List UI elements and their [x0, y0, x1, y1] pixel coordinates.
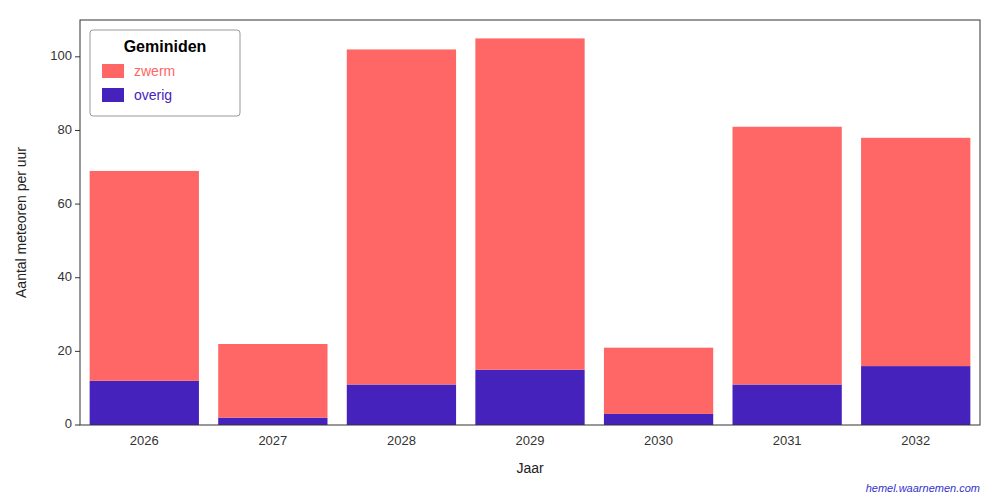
- y-tick: [75, 425, 80, 426]
- y-tick: [75, 130, 80, 131]
- y-tick-label: 60: [58, 196, 72, 211]
- x-tick-label: 2027: [258, 433, 287, 448]
- x-tick-label: 2029: [516, 433, 545, 448]
- bar: [475, 370, 584, 425]
- bar: [604, 414, 713, 425]
- bar: [90, 171, 199, 381]
- legend-label: overig: [134, 87, 172, 103]
- y-axis: 0 20 40 60 80 100: [50, 48, 80, 431]
- legend: Geminiden zwerm overig: [90, 30, 240, 116]
- y-tick-label: 40: [58, 269, 72, 284]
- bar: [218, 418, 327, 425]
- x-tick-label: 2026: [130, 433, 159, 448]
- y-axis-label: Aantal meteoren per uur: [13, 147, 29, 298]
- bar: [733, 385, 842, 426]
- bar: [861, 366, 970, 425]
- bar: [90, 381, 199, 425]
- y-tick-label: 20: [58, 343, 72, 358]
- bar: [475, 38, 584, 369]
- watermark: hemel.waarnemen.com: [866, 482, 980, 494]
- x-tick-label: 2030: [644, 433, 673, 448]
- plot-frame: [80, 20, 980, 425]
- chart-svg: 0 20 40 60 80 100 2026 2027 2028 2029 2030 2031 2032…: [0, 0, 1000, 500]
- x-axis: 2026 2027 2028 2029 2030 2031 2032: [130, 433, 930, 448]
- x-tick-label: 2031: [773, 433, 802, 448]
- bar: [347, 49, 456, 384]
- x-tick-label: 2028: [387, 433, 416, 448]
- legend-box: [90, 30, 240, 116]
- legend-swatch: [102, 88, 124, 102]
- y-tick-label: 100: [50, 48, 72, 63]
- y-tick-label: 80: [58, 122, 72, 137]
- bar: [733, 127, 842, 385]
- bar: [218, 344, 327, 418]
- y-tick: [75, 351, 80, 352]
- y-tick: [75, 56, 80, 57]
- legend-label: zwerm: [134, 63, 175, 79]
- bar: [861, 138, 970, 366]
- page: {"chart_data": { "type": "bar", "title":…: [0, 0, 1000, 500]
- x-tick-label: 2032: [901, 433, 930, 448]
- x-axis-label: Jaar: [516, 460, 544, 476]
- y-tick: [75, 277, 80, 278]
- bar: [347, 385, 456, 426]
- legend-swatch: [102, 64, 124, 78]
- chart-container: 0 20 40 60 80 100 2026 2027 2028 2029 2030 2031 2032…: [0, 0, 1000, 500]
- legend-title: Geminiden: [124, 38, 207, 55]
- y-tick: [75, 204, 80, 205]
- y-tick-label: 0: [65, 416, 72, 431]
- bar: [604, 348, 713, 414]
